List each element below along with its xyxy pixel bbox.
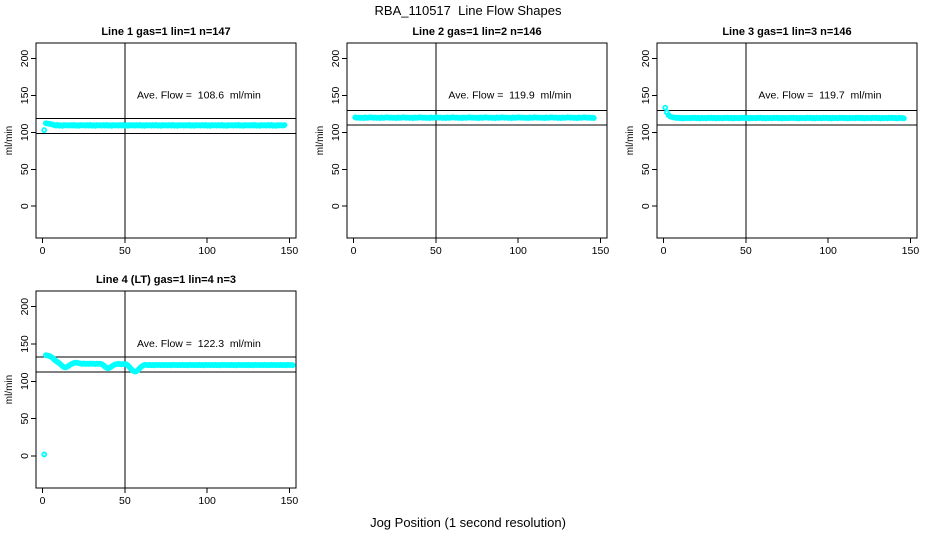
y-tick-label: 150 [19, 87, 31, 105]
y-axis-title: ml/min [4, 375, 15, 404]
y-axis-title: ml/min [4, 126, 15, 155]
x-tick-label: 50 [119, 245, 131, 257]
data-point [590, 115, 597, 121]
x-tick-label: 100 [509, 245, 527, 257]
y-tick-label: 100 [330, 123, 342, 141]
y-tick-label: 100 [19, 123, 31, 141]
panel-title: Line 2 gas=1 lin=2 n=146 [412, 26, 541, 38]
y-tick-label: 150 [19, 335, 31, 353]
y-tick-label: 0 [19, 453, 31, 459]
y-tick-label: 200 [19, 298, 31, 316]
panel-title: Line 1 gas=1 lin=1 n=147 [101, 26, 230, 38]
y-tick-label: 0 [640, 203, 652, 209]
plot-box [656, 42, 918, 239]
ave-flow-annotation: Ave. Flow = 108.6 ml/min [137, 89, 261, 101]
x-tick-label: 100 [198, 495, 216, 507]
ave-flow-annotation: Ave. Flow = 122.3 ml/min [137, 338, 261, 350]
panel-3: Line 3 gas=1 lin=3 n=146 0 50 100 150 0 50 100 1… [625, 26, 919, 257]
panel-1: Line 1 gas=1 lin=1 n=147 0 50 100 150 0 50 100 1… [4, 26, 298, 257]
y-tick-label: 150 [330, 87, 342, 105]
figure-title: RBA_110517 Line Flow Shapes [374, 3, 562, 18]
y-tick-label: 200 [640, 50, 652, 68]
data-point [41, 451, 48, 458]
ave-flow-annotation: Ave. Flow = 119.9 ml/min [448, 89, 571, 101]
y-tick-label: 200 [330, 50, 342, 68]
panel-4: Line 4 (LT) gas=1 lin=4 n=3 0 50 100 150 0 50 1… [4, 274, 298, 507]
y-tick-label: 100 [640, 123, 652, 141]
x-tick-label: 0 [40, 245, 46, 257]
data-point [281, 122, 288, 128]
x-tick-label: 50 [430, 245, 442, 257]
x-tick-label: 150 [281, 495, 299, 507]
x-tick-label: 150 [592, 245, 610, 257]
y-axis-title: ml/min [625, 126, 636, 155]
data-point [41, 127, 48, 134]
ave-flow-annotation: Ave. Flow = 119.7 ml/min [758, 89, 881, 101]
x-axis-label: Jog Position (1 second resolution) [370, 515, 566, 530]
panel-title: Line 3 gas=1 lin=3 n=146 [722, 26, 851, 38]
data-point [900, 115, 907, 122]
y-tick-label: 100 [19, 372, 31, 390]
x-tick-label: 150 [902, 245, 920, 257]
x-tick-label: 0 [351, 245, 357, 257]
y-tick-label: 50 [19, 413, 31, 425]
y-tick-label: 50 [19, 163, 31, 175]
x-tick-label: 50 [119, 495, 131, 507]
x-tick-label: 150 [281, 245, 299, 257]
plot-box [35, 290, 297, 489]
x-tick-label: 0 [40, 495, 46, 507]
y-tick-label: 50 [330, 163, 342, 175]
x-tick-label: 100 [198, 245, 216, 257]
y-tick-label: 50 [640, 163, 652, 175]
y-axis-title: ml/min [315, 126, 326, 155]
data-point [662, 104, 669, 111]
y-tick-label: 0 [19, 203, 31, 209]
x-tick-label: 100 [819, 245, 837, 257]
y-tick-label: 200 [19, 50, 31, 68]
y-tick-label: 150 [640, 87, 652, 105]
plot-box [346, 42, 608, 239]
panel-2: Line 2 gas=1 lin=2 n=146 0 50 100 150 0 50 100 1… [315, 26, 609, 257]
y-tick-label: 0 [330, 203, 342, 209]
x-tick-label: 50 [740, 245, 752, 257]
data-point [289, 362, 296, 369]
plot-box [35, 42, 297, 239]
panel-title: Line 4 (LT) gas=1 lin=4 n=3 [96, 274, 236, 286]
x-tick-label: 0 [661, 245, 667, 257]
